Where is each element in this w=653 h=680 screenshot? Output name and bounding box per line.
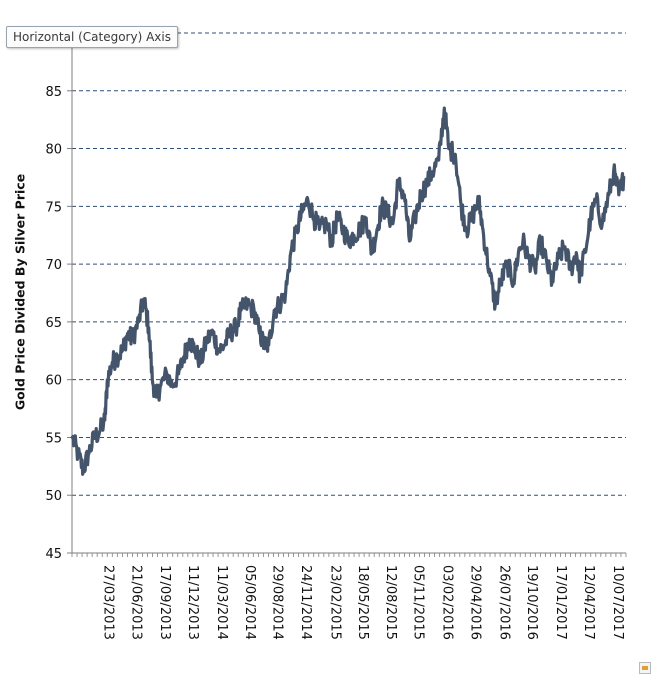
y-tick-labels: 45 50 55 60 65 70 75 80 85 — [45, 85, 62, 562]
x-tick-label: 03/02/2016 — [440, 565, 455, 640]
x-tick-label: 12/08/2015 — [383, 565, 398, 640]
y-tick-label: 80 — [45, 143, 62, 158]
y-tick-label: 65 — [45, 316, 62, 331]
y-axis-label-text: Gold Price Divided By Silver Price — [12, 173, 28, 411]
x-tick-label: 27/03/2013 — [101, 565, 116, 640]
y-tick-label: 85 — [45, 85, 62, 100]
x-tick-label: 11/12/2013 — [185, 565, 200, 640]
x-tick-label: 17/01/2017 — [553, 565, 568, 640]
series-layer — [70, 106, 626, 476]
x-tick-label: 19/10/2016 — [524, 565, 539, 640]
x-tick-label: 29/04/2016 — [468, 565, 483, 640]
x-tick-label: 17/09/2013 — [157, 565, 172, 640]
x-tick-label: 29/08/2014 — [270, 565, 285, 640]
paste-options-icon[interactable] — [639, 662, 651, 674]
y-tick-label: 55 — [45, 431, 62, 446]
series-line — [70, 106, 626, 476]
y-tick-label: 45 — [45, 547, 62, 562]
axes — [67, 43, 627, 557]
gridlines — [72, 32, 626, 496]
x-tick-label: 26/07/2016 — [496, 565, 511, 640]
y-tick-label: 70 — [45, 258, 62, 273]
x-tick-label: 23/02/2015 — [328, 565, 343, 640]
x-tick-labels: 27/03/2013 21/06/2013 17/09/2013 11/12/2013… — [101, 565, 625, 640]
y-tick-label: 60 — [45, 374, 62, 389]
x-tick-label: 11/03/2014 — [214, 565, 229, 640]
axis-tooltip-text: Horizontal (Category) Axis — [13, 30, 171, 44]
axis-tooltip: Horizontal (Category) Axis — [6, 26, 178, 48]
x-tick-label: 24/11/2014 — [298, 565, 313, 640]
x-tick-label: 05/06/2014 — [242, 565, 257, 640]
x-tick-label: 18/05/2015 — [355, 565, 370, 640]
x-tick-label: 05/11/2015 — [410, 565, 425, 640]
y-tick-label: 50 — [45, 489, 62, 504]
x-tick-label: 10/07/2017 — [610, 565, 625, 640]
x-tick-label: 12/04/2017 — [581, 565, 596, 640]
y-tick-label: 75 — [45, 200, 62, 215]
x-tick-label: 21/06/2013 — [129, 565, 144, 640]
